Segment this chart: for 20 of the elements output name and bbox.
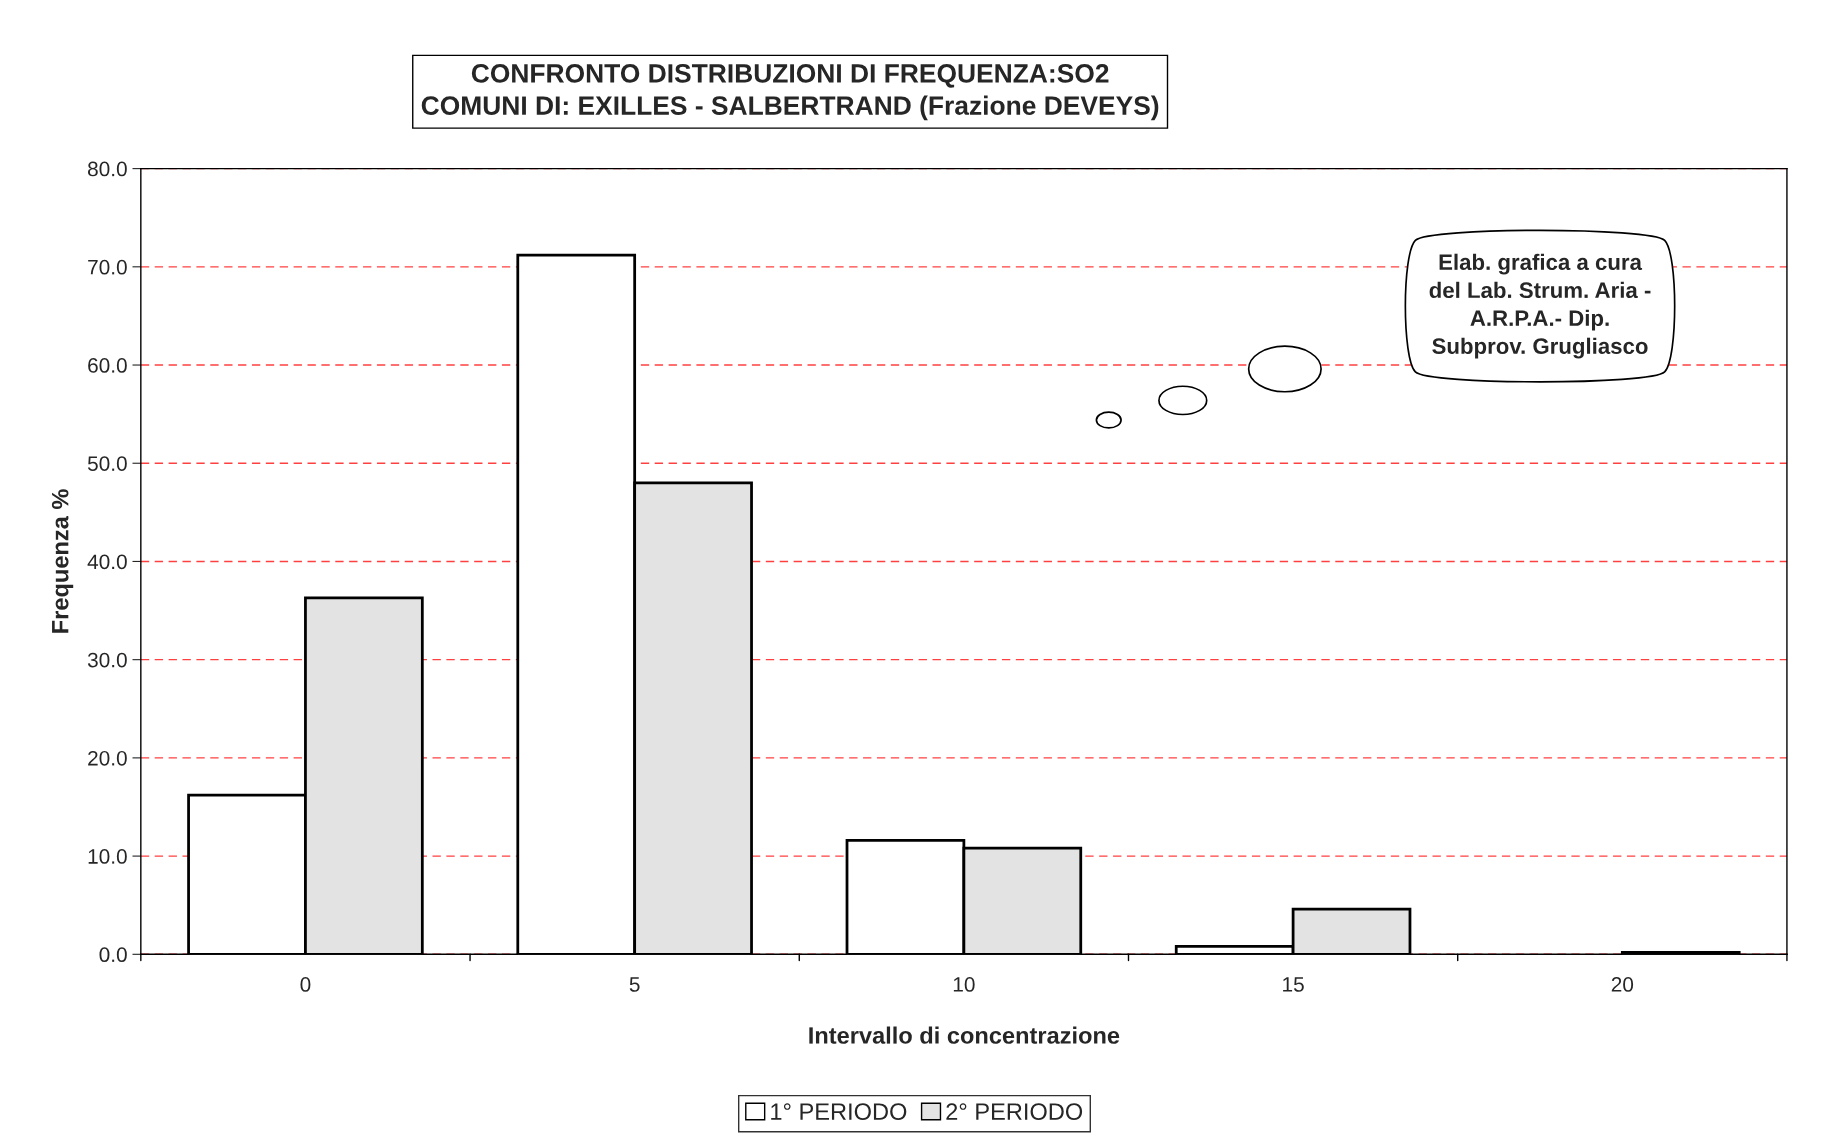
annotation: Elab. grafica a cura del Lab. Strum. Aria - A.R.P.A.- Dip. Subprov. Grugliasco xyxy=(1429,253,1651,359)
x-tick-label: 10 xyxy=(953,977,975,992)
y-tick-label: 0.0 xyxy=(99,947,127,963)
y-tick-label: 60.0 xyxy=(88,358,127,373)
y-tick-label: 80.0 xyxy=(88,161,127,177)
legend-label: 2° PERIODO xyxy=(946,1103,1083,1120)
x-tick-label: 20 xyxy=(1611,977,1634,992)
y-tick-label: 70.0 xyxy=(88,259,127,275)
y-axis-title: Frequenza % xyxy=(51,489,74,633)
y-tick-label: 50.0 xyxy=(87,456,127,471)
y-tick-label: 40.0 xyxy=(87,554,127,570)
x-tick-label: 15 xyxy=(1283,977,1304,992)
chart-title: CONFRONTO DISTRIBUZIONI DI FREQUENZA:SO2 COMUNI DI: EXILLES - SALBERTRAND (Frazione DEVEYS) xyxy=(421,64,1159,121)
x-axis-title: Intervallo di concentrazione xyxy=(809,1026,1120,1044)
y-tick-label: 10.0 xyxy=(88,849,127,864)
legend-label: 1° PERIODO xyxy=(771,1103,907,1120)
y-tick-label: 30.0 xyxy=(87,652,127,668)
x-tick-label: 0 xyxy=(300,977,311,992)
y-tick-label: 20.0 xyxy=(88,750,127,766)
x-tick-label: 5 xyxy=(629,977,640,992)
